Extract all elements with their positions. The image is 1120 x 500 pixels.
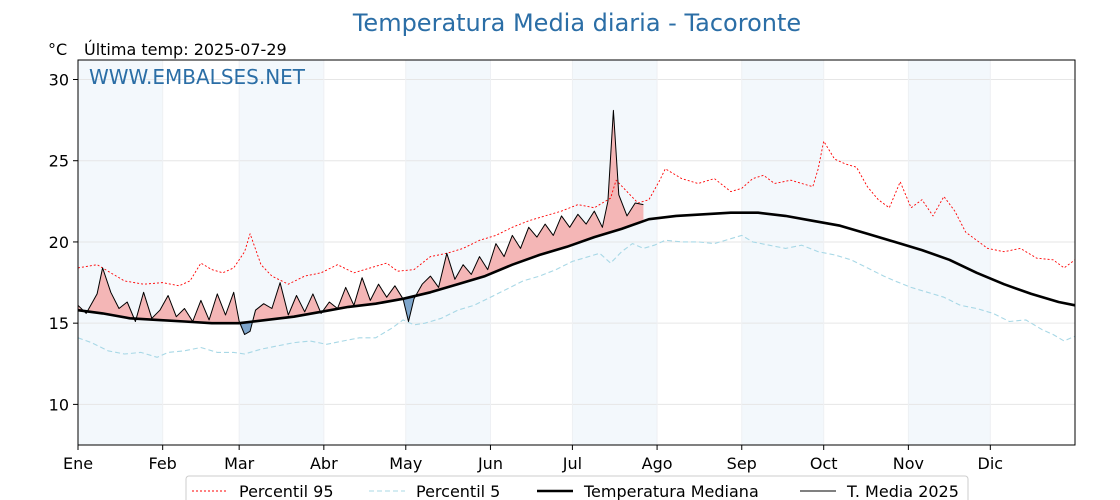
y-tick-label-20: 20 [49, 233, 69, 252]
warm-anomaly-area-6 [252, 282, 322, 322]
warm-anomaly-area-8 [322, 277, 404, 312]
x-tick-label-oct: Oct [810, 454, 838, 473]
legend-label-0: Percentil 95 [239, 482, 334, 500]
legend-label-1: Percentil 5 [416, 482, 500, 500]
x-tick-label-nov: Nov [893, 454, 924, 473]
x-tick-label-jun: Jun [477, 454, 503, 473]
grid-lines [77, 60, 1075, 445]
last-temp-label: Última temp: 2025-07-29 [84, 40, 287, 59]
month-band-jul [572, 60, 658, 445]
x-axis: Ene Feb Mar Abr May Jun Jul Ago Sep Oct Nov Dic [63, 445, 1003, 473]
series-line-2 [77, 211, 1076, 325]
x-tick-label-sep: Sep [727, 454, 757, 473]
unit-label: °C [48, 40, 67, 59]
y-tick-label-10: 10 [49, 395, 69, 414]
plot-frame [77, 59, 1076, 446]
series-line-0 [77, 140, 1076, 287]
month-band-sep [741, 60, 824, 445]
month-band-ene [78, 60, 163, 445]
month-band-mar [239, 60, 324, 445]
month-band-may [405, 60, 491, 445]
series-line-3 [77, 109, 644, 335]
x-tick-label-ago: Ago [642, 454, 673, 473]
month-band-nov [908, 60, 991, 445]
legend-box [185, 475, 969, 500]
legend-label-2: Temperatura Mediana [583, 482, 759, 500]
chart-title: Temperatura Media diaria - Tacoronte [352, 9, 801, 37]
x-tick-label-dic: Dic [978, 454, 1004, 473]
legend-label-3: T. Media 2025 [846, 482, 959, 500]
x-tick-label-feb: Feb [149, 454, 177, 473]
y-axis: 10 15 20 25 30 [49, 70, 78, 414]
watermark: WWW.EMBALSES.NET [89, 65, 306, 89]
y-tick-label-25: 25 [49, 152, 69, 171]
x-tick-label-jul: Jul [562, 454, 582, 473]
series-lines [77, 109, 1076, 358]
y-tick-label-30: 30 [49, 70, 69, 89]
legend: Percentil 95 Percentil 5 Temperatura Media… [185, 475, 969, 500]
warm-anomaly-area-4 [136, 292, 240, 324]
x-tick-label-abr: Abr [310, 454, 338, 473]
x-tick-label-ene: Ene [63, 454, 93, 473]
x-tick-label-may: May [389, 454, 422, 473]
x-tick-label-mar: Mar [224, 454, 255, 473]
y-tick-label-15: 15 [49, 314, 69, 333]
